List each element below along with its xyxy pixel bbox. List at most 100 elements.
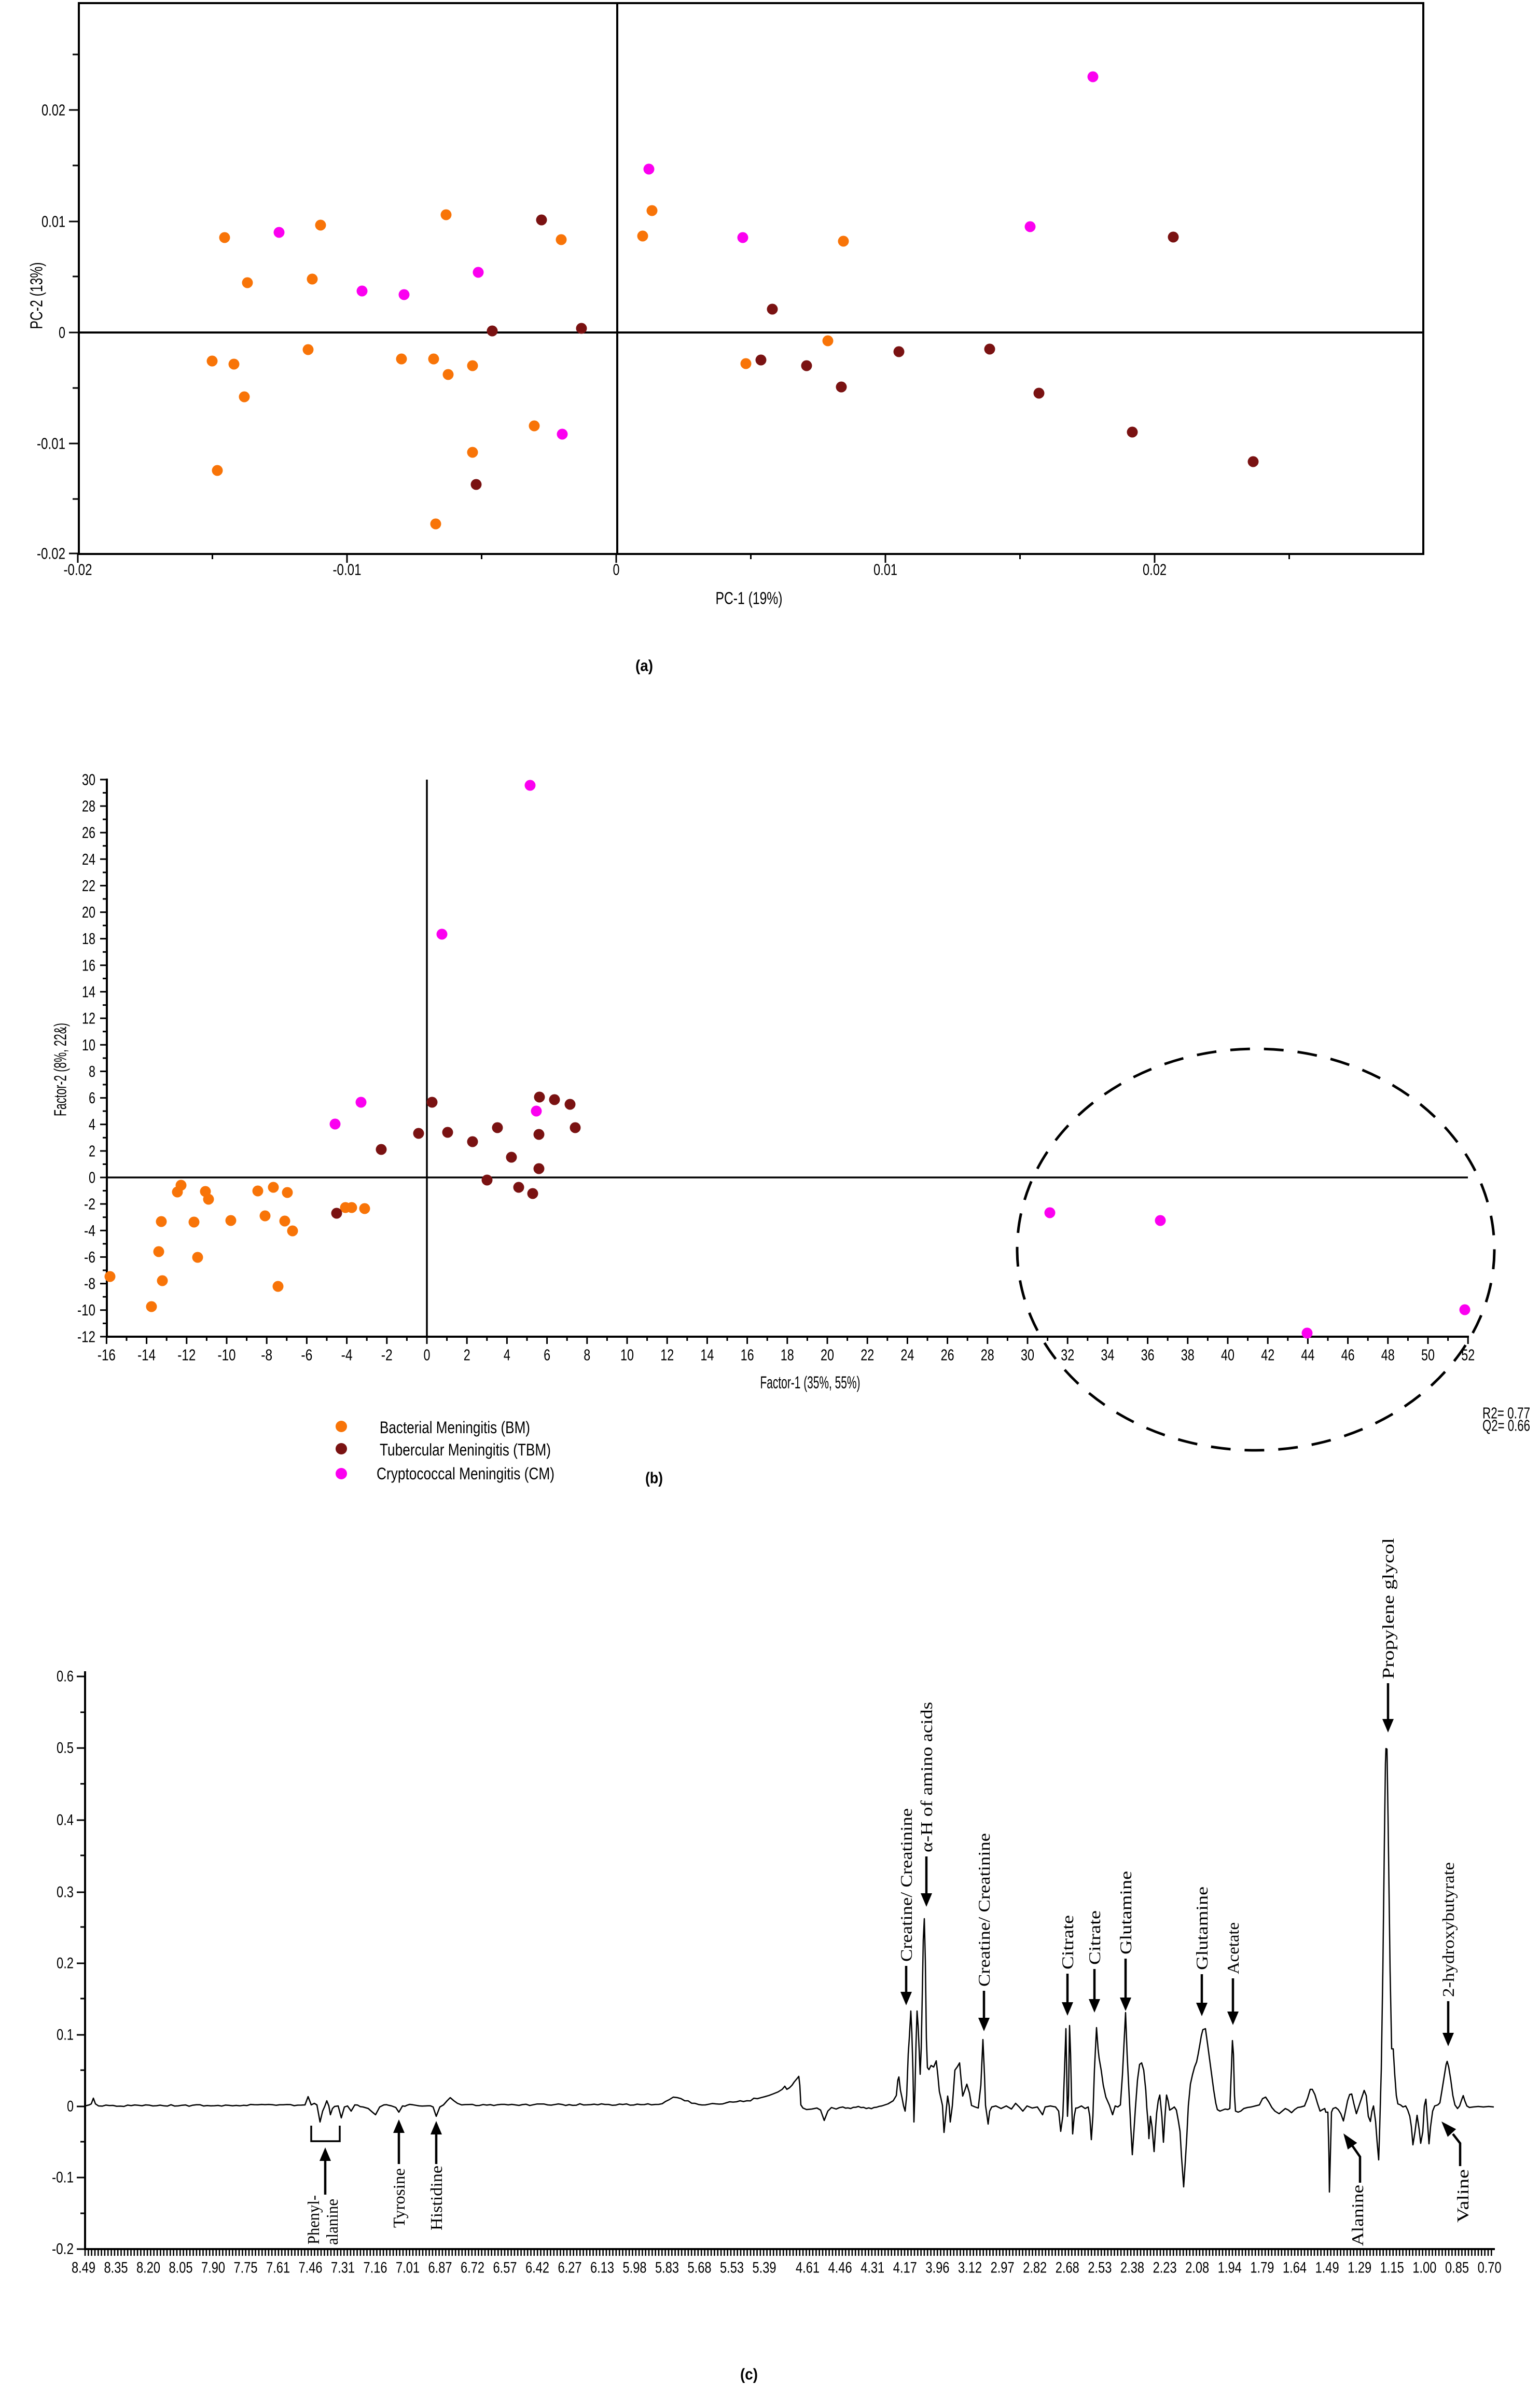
svg-text:-10: -10 — [218, 1346, 236, 1364]
svg-text:2.82: 2.82 — [1023, 2259, 1047, 2277]
svg-text:4.61: 4.61 — [796, 2259, 820, 2277]
svg-text:1.64: 1.64 — [1283, 2259, 1307, 2277]
svg-text:-0.02: -0.02 — [64, 561, 92, 579]
svg-text:PC-1 (19%): PC-1 (19%) — [716, 589, 783, 608]
svg-text:0.01: 0.01 — [873, 561, 897, 579]
svg-text:2.08: 2.08 — [1185, 2259, 1209, 2277]
svg-text:1.94: 1.94 — [1218, 2259, 1242, 2277]
svg-text:12: 12 — [82, 1009, 95, 1028]
svg-text:0.6: 0.6 — [57, 1668, 74, 1685]
svg-text:α-H of amino acids: α-H of amino acids — [917, 1702, 936, 1852]
svg-text:1.79: 1.79 — [1250, 2259, 1274, 2277]
svg-text:Cryptococcal Meningitis (CM): Cryptococcal Meningitis (CM) — [377, 1464, 554, 1483]
svg-text:Creatine/ Creatinine: Creatine/ Creatinine — [897, 1808, 915, 1962]
svg-text:0.4: 0.4 — [57, 1812, 74, 1829]
svg-text:Factor-1 (35%, 55%): Factor-1 (35%, 55%) — [760, 1373, 861, 1392]
svg-text:30: 30 — [82, 770, 95, 788]
svg-text:Phenyl-: Phenyl- — [304, 2195, 323, 2244]
svg-text:0.70: 0.70 — [1478, 2259, 1502, 2277]
svg-text:-14: -14 — [137, 1346, 156, 1364]
svg-text:44: 44 — [1301, 1346, 1314, 1364]
svg-text:Valine: Valine — [1453, 2169, 1472, 2223]
svg-text:0.3: 0.3 — [57, 1884, 74, 1901]
svg-text:2-hydroxybutyrate: 2-hydroxybutyrate — [1439, 1862, 1458, 1997]
svg-text:(c): (c) — [740, 2365, 758, 2383]
svg-text:0: 0 — [89, 1169, 95, 1187]
svg-text:6.42: 6.42 — [525, 2259, 549, 2277]
svg-text:2.23: 2.23 — [1153, 2259, 1177, 2277]
svg-text:1.49: 1.49 — [1315, 2259, 1339, 2277]
svg-text:26: 26 — [82, 824, 95, 842]
svg-text:4: 4 — [89, 1115, 95, 1133]
svg-text:7.01: 7.01 — [396, 2259, 420, 2277]
svg-text:-8: -8 — [261, 1346, 272, 1364]
svg-text:2.38: 2.38 — [1120, 2259, 1144, 2277]
svg-text:0: 0 — [67, 2098, 74, 2115]
svg-text:50: 50 — [1421, 1346, 1435, 1364]
svg-text:6: 6 — [544, 1346, 550, 1364]
svg-text:26: 26 — [941, 1346, 954, 1364]
svg-text:10: 10 — [620, 1346, 634, 1364]
svg-text:1.29: 1.29 — [1348, 2259, 1371, 2277]
svg-text:Factor-2 (8%, 22&): Factor-2 (8%, 22&) — [51, 1023, 70, 1116]
svg-text:Histidine: Histidine — [427, 2166, 446, 2230]
svg-text:-4: -4 — [84, 1222, 95, 1240]
svg-text:-6: -6 — [301, 1346, 312, 1364]
svg-text:Tyrosine: Tyrosine — [390, 2168, 408, 2228]
svg-text:8: 8 — [584, 1346, 590, 1364]
svg-text:-10: -10 — [77, 1301, 95, 1319]
svg-text:28: 28 — [981, 1346, 994, 1364]
svg-text:0.85: 0.85 — [1445, 2259, 1469, 2277]
svg-text:6: 6 — [89, 1089, 95, 1107]
svg-text:8.20: 8.20 — [136, 2259, 160, 2277]
svg-text:16: 16 — [82, 956, 95, 974]
svg-text:6.13: 6.13 — [590, 2259, 614, 2277]
svg-text:3.96: 3.96 — [925, 2259, 949, 2277]
svg-text:28: 28 — [82, 797, 95, 815]
svg-text:R2= 0.77: R2= 0.77 — [1482, 1404, 1530, 1422]
svg-text:-0.01: -0.01 — [333, 561, 362, 579]
svg-text:4.31: 4.31 — [861, 2259, 884, 2277]
svg-text:-12: -12 — [77, 1327, 95, 1346]
svg-text:7.61: 7.61 — [266, 2259, 290, 2277]
svg-text:3.12: 3.12 — [958, 2259, 982, 2277]
svg-text:-0.1: -0.1 — [52, 2169, 74, 2186]
svg-text:8: 8 — [89, 1062, 95, 1080]
svg-text:-2: -2 — [84, 1195, 95, 1213]
svg-text:10: 10 — [82, 1036, 95, 1054]
svg-text:alanine: alanine — [323, 2199, 341, 2245]
svg-text:-6: -6 — [84, 1248, 95, 1266]
svg-text:34: 34 — [1101, 1346, 1114, 1364]
svg-text:(a): (a) — [635, 657, 653, 675]
svg-text:32: 32 — [1061, 1346, 1074, 1364]
svg-text:8.05: 8.05 — [169, 2259, 193, 2277]
svg-text:18: 18 — [82, 930, 95, 948]
svg-text:2.97: 2.97 — [991, 2259, 1015, 2277]
svg-text:46: 46 — [1341, 1346, 1355, 1364]
svg-text:48: 48 — [1381, 1346, 1395, 1364]
svg-text:22: 22 — [861, 1346, 874, 1364]
svg-text:8.49: 8.49 — [72, 2259, 95, 2277]
svg-text:16: 16 — [741, 1346, 754, 1364]
svg-text:0.1: 0.1 — [57, 2027, 74, 2044]
svg-text:-4: -4 — [341, 1346, 353, 1364]
svg-text:0.01: 0.01 — [41, 213, 65, 231]
svg-text:-8: -8 — [84, 1274, 95, 1293]
svg-text:7.90: 7.90 — [201, 2259, 225, 2277]
svg-text:Tubercular Meningitis (TBM): Tubercular Meningitis (TBM) — [380, 1440, 551, 1459]
svg-text:Citrate: Citrate — [1085, 1910, 1104, 1965]
svg-text:14: 14 — [700, 1346, 714, 1364]
svg-text:7.46: 7.46 — [299, 2259, 323, 2277]
svg-text:Bacterial Meningitis (BM): Bacterial Meningitis (BM) — [380, 1418, 530, 1437]
svg-text:0: 0 — [424, 1346, 431, 1364]
svg-text:Acetate: Acetate — [1224, 1922, 1242, 1974]
svg-text:5.83: 5.83 — [655, 2259, 679, 2277]
svg-text:-0.02: -0.02 — [37, 545, 65, 563]
svg-text:Glutamine: Glutamine — [1192, 1887, 1211, 1970]
svg-text:4.17: 4.17 — [893, 2259, 917, 2277]
svg-text:12: 12 — [660, 1346, 674, 1364]
svg-text:-12: -12 — [177, 1346, 196, 1364]
svg-text:Glutamine: Glutamine — [1116, 1871, 1135, 1954]
svg-text:-16: -16 — [98, 1346, 116, 1364]
svg-text:7.16: 7.16 — [364, 2259, 387, 2277]
